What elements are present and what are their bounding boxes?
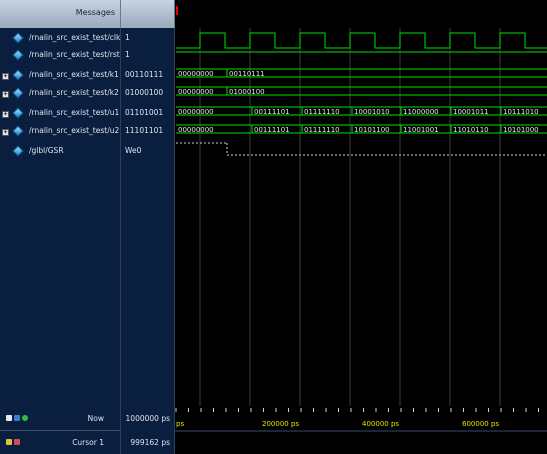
footer-separator: [0, 430, 175, 431]
signal-row-k2[interactable]: + /rnalin_src_exist_test/k2: [0, 86, 121, 104]
bus-value: 10101000: [503, 126, 539, 134]
cursor-row[interactable]: [175, 432, 547, 454]
bus-value: 11001001: [403, 126, 439, 134]
grid-icon[interactable]: [6, 415, 12, 421]
signal-value-u1: 01101001: [125, 108, 164, 117]
clk-wave: [176, 32, 547, 49]
bus-value: 10001010: [354, 108, 390, 116]
bus-value: 10111010: [503, 108, 539, 116]
wave-header: [175, 0, 547, 28]
signal-value-u2: 11101101: [125, 126, 164, 135]
bus-value: 00111101: [254, 108, 290, 116]
bus-value: 00111101: [254, 126, 290, 134]
signal-name: /rnalin_src_exist_test/k1: [29, 70, 119, 79]
signal-diamond-icon: [12, 69, 24, 81]
signal-value-clk: 1: [125, 33, 130, 42]
footer-values-pane: 1000000 ps 999162 ps: [121, 406, 175, 454]
bus-value: 01000100: [229, 88, 265, 96]
bus-value: 10101100: [354, 126, 390, 134]
messages-column-header[interactable]: Messages: [0, 0, 121, 28]
values-column-header[interactable]: [121, 0, 175, 28]
messages-header-label: Messages: [75, 8, 115, 17]
signal-value-rst: 1: [125, 50, 130, 59]
signal-row-k1[interactable]: + /rnalin_src_exist_test/k1: [0, 68, 121, 86]
expand-icon[interactable]: +: [2, 72, 9, 80]
k1-wave: 00000000 00110111: [176, 68, 547, 78]
u1-wave: 00000000 00111101 01111110 10001010 11000000…: [176, 106, 547, 116]
signal-names-pane: /rnalin_src_exist_test/clk/rnalin_src_ex…: [0, 28, 121, 406]
expand-icon[interactable]: +: [2, 110, 9, 118]
bus-value: 00000000: [178, 108, 214, 116]
footer-bar: Now Cursor 1 1000000 ps 999162 ps ps 2000…: [0, 406, 547, 454]
signal-values-pane: 1 1 00110111 01000100 01101001 11101101 We0: [121, 28, 175, 406]
signal-name: /rnalin_src_exist_test/u1: [29, 108, 120, 117]
bus-value: 11010110: [453, 126, 489, 134]
signal-name: /rnalin_src_exist_test/clk: [29, 33, 121, 42]
sim-icon[interactable]: [14, 415, 20, 421]
signal-name: /glbl/GSR: [29, 146, 64, 155]
timeline-pane[interactable]: ps 200000 ps 400000 ps 600000 ps: [175, 406, 547, 454]
cursor-label: Cursor 1: [72, 438, 104, 447]
bus-value: 01111110: [304, 108, 340, 116]
expand-icon[interactable]: +: [2, 90, 9, 98]
signal-row-u2[interactable]: + /rnalin_src_exist_test/u2: [0, 124, 121, 142]
bus-value: 01111110: [304, 126, 340, 134]
bus-value: 00110111: [229, 70, 265, 78]
signal-diamond-icon: [12, 145, 24, 157]
cursor-marker[interactable]: [176, 6, 178, 15]
signal-row-rst[interactable]: /rnalin_src_exist_test/rst: [0, 48, 121, 66]
signal-name: /rnalin_src_exist_test/k2: [29, 88, 119, 97]
signal-diamond-icon: [12, 107, 24, 119]
now-label: Now: [87, 414, 104, 423]
pencil-icon[interactable]: [14, 439, 20, 445]
signal-row-u1[interactable]: + /rnalin_src_exist_test/u1: [0, 106, 121, 124]
signal-name: /rnalin_src_exist_test/u2: [29, 126, 120, 135]
bus-value: 10001011: [453, 108, 489, 116]
footer-names-pane: Now Cursor 1: [0, 406, 175, 454]
signal-value-k1: 00110111: [125, 70, 164, 79]
lock-icon[interactable]: [6, 439, 12, 445]
signal-row-clk[interactable]: /rnalin_src_exist_test/clk: [0, 31, 121, 49]
bus-value: 11000000: [403, 108, 439, 116]
timeline-label: 400000 ps: [362, 420, 399, 428]
signal-diamond-icon: [12, 125, 24, 137]
timeline-label: 200000 ps: [262, 420, 299, 428]
bus-value: 00000000: [178, 126, 214, 134]
bus-value: 00000000: [178, 88, 214, 96]
signal-value-k2: 01000100: [125, 88, 164, 97]
timeline-label: ps: [176, 420, 184, 428]
signal-diamond-icon: [12, 49, 24, 61]
bus-value: 00000000: [178, 70, 214, 78]
expand-icon[interactable]: +: [2, 128, 9, 136]
signal-value-gsr: We0: [125, 146, 142, 155]
signal-row-gsr[interactable]: /glbl/GSR: [0, 144, 121, 162]
cursor-value: 999162 ps: [130, 438, 170, 447]
timeline-label: 600000 ps: [462, 420, 499, 428]
signal-name: /rnalin_src_exist_test/rst: [29, 50, 120, 59]
signal-diamond-icon: [12, 32, 24, 44]
u2-wave: 00000000 00111101 01111110 10101100 11001001…: [176, 124, 547, 134]
k2-wave: 00000000 01000100: [176, 86, 547, 96]
add-cursor-icon[interactable]: [22, 415, 28, 421]
signal-diamond-icon: [12, 87, 24, 99]
now-value: 1000000 ps: [125, 414, 170, 423]
